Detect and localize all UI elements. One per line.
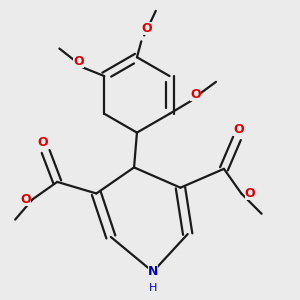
Text: O: O bbox=[20, 193, 31, 206]
Text: O: O bbox=[233, 123, 244, 136]
Text: O: O bbox=[190, 88, 201, 101]
Text: O: O bbox=[73, 55, 83, 68]
Text: N: N bbox=[148, 265, 158, 278]
Text: O: O bbox=[245, 187, 255, 200]
Text: O: O bbox=[142, 22, 152, 35]
Text: H: H bbox=[149, 283, 157, 293]
Text: O: O bbox=[38, 136, 48, 149]
